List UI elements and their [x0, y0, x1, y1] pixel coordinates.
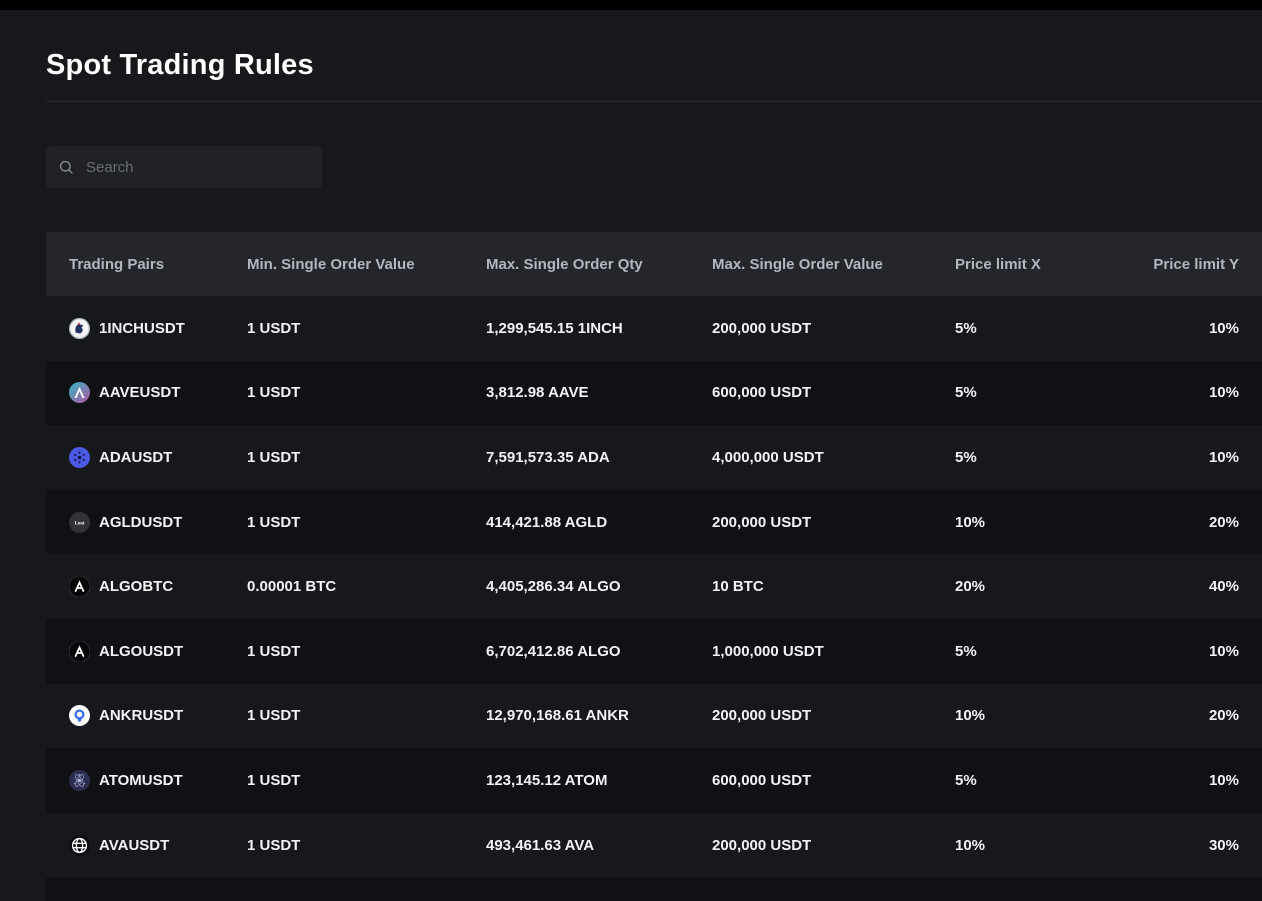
trading-pair-cell: AVAUSDT [69, 834, 247, 856]
trading-pair-name: 1INCHUSDT [99, 319, 185, 337]
trading-pair-cell: Loot AGLDUSDT [69, 511, 247, 533]
ankr-coin-icon [69, 705, 90, 727]
trading-pair-cell: ALGOBTC [69, 576, 247, 598]
price-limit-y: 20% [1208, 513, 1239, 531]
price-limit-x: 5% [955, 319, 977, 337]
price-limit-x: 20% [955, 578, 986, 596]
column-header-min-single-order-value: Min. Single Order Value [247, 255, 415, 273]
price-limit-y: 20% [1208, 707, 1239, 725]
algo-coin-icon [69, 576, 90, 598]
trading-pair-cell: ATOMUSDT [69, 769, 247, 791]
trading-pair-name: ALGOUSDT [99, 642, 184, 660]
atom-coin-icon [69, 769, 90, 791]
max-single-order-value: 200,000 USDT [712, 707, 812, 725]
max-single-order-value: 200,000 USDT [712, 513, 812, 531]
price-limit-y: 10% [1208, 319, 1239, 337]
max-single-order-qty: 123,145.12 ATOM [486, 771, 608, 789]
trading-pair-cell: ADAUSDT [69, 446, 247, 468]
column-header-price-limit-y: Price limit Y [1153, 255, 1239, 273]
price-limit-x: 5% [955, 448, 977, 466]
page-title: Spot Trading Rules [46, 49, 314, 81]
top-black-bar [0, 0, 1262, 10]
algo-coin-icon [69, 640, 90, 662]
price-limit-x: 5% [955, 642, 977, 660]
price-limit-x: 10% [955, 707, 986, 725]
min-single-order-value: 1 USDT [247, 836, 301, 854]
search-box[interactable] [46, 146, 322, 188]
price-limit-y: 30% [1208, 836, 1239, 854]
aave-coin-icon [69, 382, 90, 404]
trading-pair-name: AGLDUSDT [99, 513, 183, 531]
min-single-order-value: 0.00001 BTC [247, 578, 337, 596]
table-row[interactable]: 1INCHUSDT 1 USDT 1,299,545.15 1INCH 200,… [46, 296, 1262, 361]
min-single-order-value: 1 USDT [247, 771, 301, 789]
trading-pair-name: ATOMUSDT [99, 771, 183, 789]
min-single-order-value: 1 USDT [247, 707, 301, 725]
trading-pair-name: AVAUSDT [99, 836, 170, 854]
price-limit-x: 10% [955, 513, 986, 531]
min-single-order-value: 1 USDT [247, 448, 301, 466]
column-header-trading-pairs: Trading Pairs [69, 255, 165, 273]
column-header-price-limit-x: Price limit X [955, 255, 1041, 273]
page-content: Spot Trading Rules Trading Pairs Min. Si… [0, 48, 1262, 901]
1inch-coin-icon [69, 317, 90, 339]
price-limit-y: 10% [1208, 642, 1239, 660]
trading-pair-cell: 1INCHUSDT [69, 317, 247, 339]
max-single-order-qty: 414,421.88 AGLD [486, 513, 608, 531]
max-single-order-qty: 4,405,286.34 ALGO [486, 578, 621, 596]
table-row[interactable]: Loot AGLDUSDT 1 USDT 414,421.88 AGLD 200… [46, 489, 1262, 555]
table-row[interactable]: ALGOBTC 0.00001 BTC 4,405,286.34 ALGO 10… [46, 554, 1262, 619]
max-single-order-value: 600,000 USDT [712, 771, 812, 789]
max-single-order-value: 200,000 USDT [712, 836, 812, 854]
price-limit-y: 40% [1208, 578, 1239, 596]
search-input[interactable] [84, 157, 310, 177]
table-row[interactable]: AAVEUSDT 1 USDT 3,812.98 AAVE 600,000 US… [46, 360, 1262, 426]
price-limit-x: 5% [955, 771, 977, 789]
table-row[interactable]: ALGOUSDT 1 USDT 6,702,412.86 ALGO 1,000,… [46, 618, 1262, 684]
max-single-order-qty: 493,461.63 AVA [486, 836, 595, 854]
min-single-order-value: 1 USDT [247, 642, 301, 660]
table-row[interactable]: AVAUSDT 1 USDT 493,461.63 AVA 200,000 US… [46, 813, 1262, 878]
ada-coin-icon [69, 446, 90, 468]
max-single-order-qty: 7,591,573.35 ADA [486, 448, 610, 466]
max-single-order-value: 600,000 USDT [712, 384, 812, 402]
ava-coin-icon [69, 834, 90, 856]
trading-pair-cell: AAVEUSDT [69, 382, 247, 404]
trading-pair-name: ANKRUSDT [99, 707, 184, 725]
max-single-order-value: 4,000,000 USDT [712, 448, 824, 466]
price-limit-y: 10% [1208, 771, 1239, 789]
table-header-row: Trading Pairs Min. Single Order Value Ma… [46, 232, 1262, 296]
max-single-order-qty: 1,299,545.15 1INCH [486, 319, 623, 337]
price-limit-x: 5% [955, 384, 977, 402]
max-single-order-value: 1,000,000 USDT [712, 642, 824, 660]
clipped-next-row [46, 877, 1262, 901]
table-row[interactable]: ANKRUSDT 1 USDT 12,970,168.61 ANKR 200,0… [46, 684, 1262, 749]
max-single-order-qty: 6,702,412.86 ALGO [486, 642, 621, 660]
trading-pair-name: AAVEUSDT [99, 384, 181, 402]
title-divider [46, 101, 1262, 102]
max-single-order-qty: 3,812.98 AAVE [486, 384, 589, 402]
table-row[interactable]: ADAUSDT 1 USDT 7,591,573.35 ADA 4,000,00… [46, 425, 1262, 490]
column-header-max-single-order-qty: Max. Single Order Qty [486, 255, 643, 273]
spot-trading-rules-table: Trading Pairs Min. Single Order Value Ma… [46, 232, 1262, 901]
search-icon [59, 160, 73, 174]
agld-coin-icon: Loot [69, 511, 90, 533]
price-limit-x: 10% [955, 836, 986, 854]
svg-text:Loot: Loot [74, 520, 84, 526]
trading-pair-cell: ALGOUSDT [69, 640, 247, 662]
table-body: 1INCHUSDT 1 USDT 1,299,545.15 1INCH 200,… [46, 296, 1262, 877]
trading-pair-cell: ANKRUSDT [69, 705, 247, 727]
price-limit-y: 10% [1208, 384, 1239, 402]
trading-pair-name: ALGOBTC [99, 578, 174, 596]
table-row[interactable]: ATOMUSDT 1 USDT 123,145.12 ATOM 600,000 … [46, 748, 1262, 813]
max-single-order-value: 10 BTC [712, 578, 764, 596]
min-single-order-value: 1 USDT [247, 384, 301, 402]
trading-pair-name: ADAUSDT [99, 448, 173, 466]
max-single-order-value: 200,000 USDT [712, 319, 812, 337]
column-header-max-single-order-value: Max. Single Order Value [712, 255, 883, 273]
price-limit-y: 10% [1208, 448, 1239, 466]
min-single-order-value: 1 USDT [247, 513, 301, 531]
max-single-order-qty: 12,970,168.61 ANKR [486, 707, 629, 725]
min-single-order-value: 1 USDT [247, 319, 301, 337]
